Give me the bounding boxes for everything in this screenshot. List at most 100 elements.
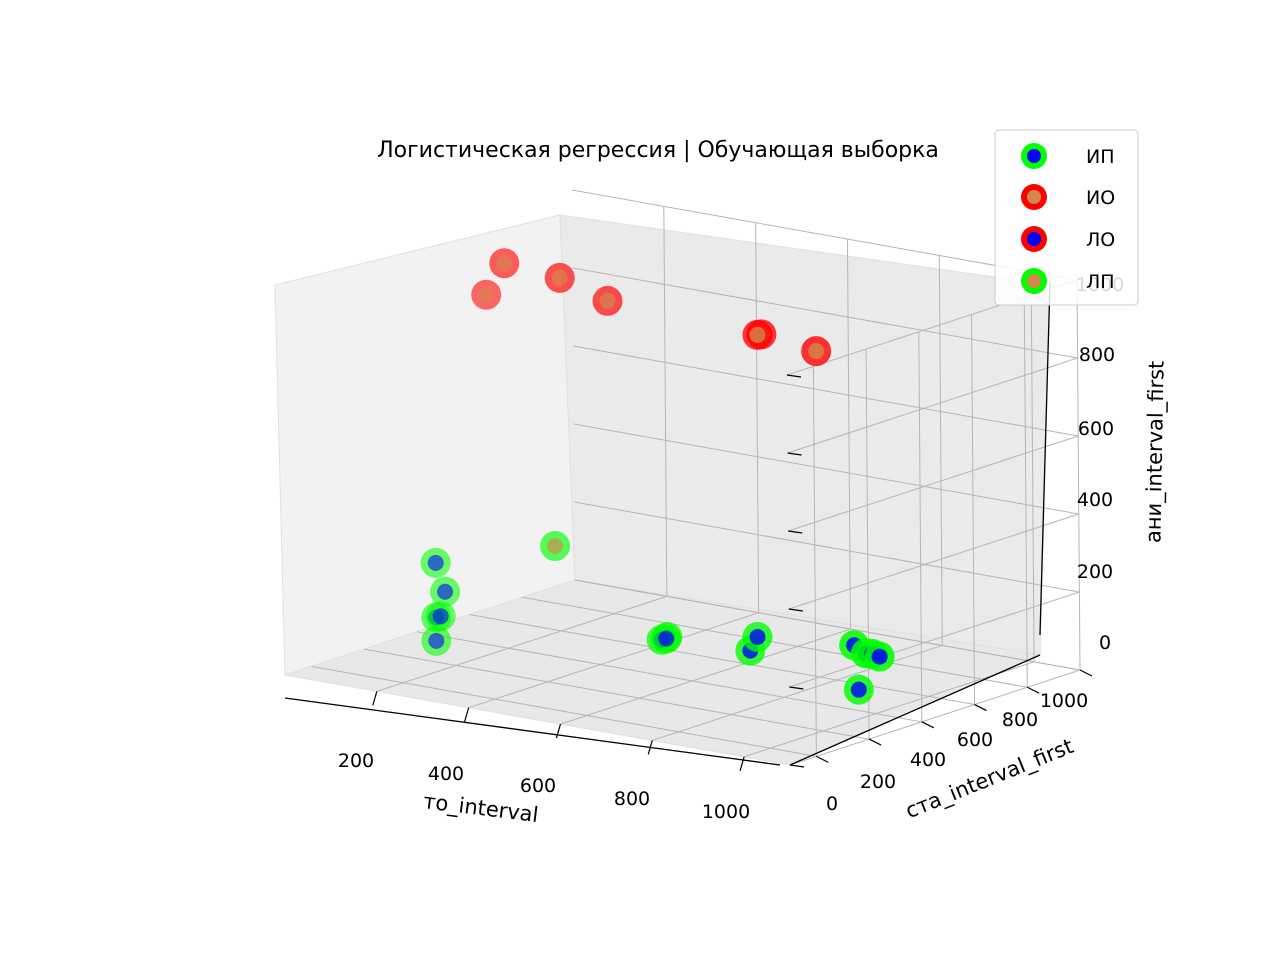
y-tick-mark bbox=[1027, 686, 1040, 694]
data-point bbox=[428, 632, 445, 649]
legend-marker-dot bbox=[1027, 274, 1041, 288]
data-point bbox=[547, 537, 564, 554]
legend-box bbox=[994, 129, 1139, 306]
grid-line bbox=[1030, 271, 1035, 662]
y-tick-mark bbox=[816, 755, 829, 763]
chart-title: Логистическая регрессия | Обучающая выбо… bbox=[377, 138, 939, 163]
grid-line bbox=[918, 331, 923, 722]
z-tick-label: 800 bbox=[1079, 344, 1115, 366]
grid-line bbox=[573, 423, 1079, 515]
grid-line bbox=[416, 631, 922, 723]
grid-line bbox=[574, 579, 1081, 671]
x-tick-label: 800 bbox=[614, 788, 650, 810]
y-axis-line bbox=[789, 654, 1041, 766]
x-tick-mark bbox=[555, 723, 562, 739]
data-point bbox=[478, 286, 495, 303]
legend-marker-dot bbox=[1027, 232, 1041, 246]
grid-line bbox=[971, 314, 976, 705]
legend-entry: ИП bbox=[1021, 143, 1115, 169]
grid-line bbox=[311, 665, 817, 757]
grid-line bbox=[789, 669, 1081, 766]
z-tick-mark bbox=[788, 608, 803, 612]
y-tick-label: 800 bbox=[1002, 709, 1038, 731]
legend-entry: ИО bbox=[1021, 184, 1115, 210]
grid-line bbox=[376, 595, 667, 692]
grid-line bbox=[364, 648, 870, 740]
grid-line bbox=[789, 591, 1080, 688]
x-tick-label: 200 bbox=[338, 750, 374, 772]
grid-line bbox=[938, 255, 943, 646]
y-tick-mark bbox=[868, 738, 882, 746]
grid-line bbox=[574, 501, 1080, 593]
grid-lines bbox=[311, 189, 1081, 766]
x-tick-mark bbox=[647, 740, 653, 755]
grid-line bbox=[1076, 279, 1081, 671]
data-point bbox=[432, 608, 449, 625]
axes-panes bbox=[274, 214, 1051, 766]
grid-line bbox=[572, 267, 1078, 359]
x-tick-mark bbox=[739, 756, 745, 771]
legend: ИП ИО ЛО ЛП bbox=[994, 129, 1139, 306]
legend-entry: ЛО bbox=[1021, 226, 1115, 252]
z-tick-label: 200 bbox=[1077, 561, 1113, 583]
data-point bbox=[658, 630, 675, 647]
y-tick-label: 0 bbox=[826, 793, 838, 815]
data-point bbox=[808, 343, 825, 360]
grid-line bbox=[755, 222, 760, 613]
data-point bbox=[749, 628, 766, 645]
x-tick-mark bbox=[464, 707, 470, 722]
data-point bbox=[599, 292, 616, 309]
grid-line bbox=[865, 349, 870, 740]
z-tick-mark bbox=[787, 452, 802, 456]
y-tick-mark bbox=[1079, 669, 1093, 677]
x-tick-label: 400 bbox=[428, 763, 464, 785]
data-point bbox=[749, 326, 766, 343]
legend-entry: ЛП bbox=[1021, 268, 1115, 294]
legend-marker-dot bbox=[1027, 190, 1041, 204]
z-tick-label: 0 bbox=[1099, 632, 1111, 654]
grid-line bbox=[846, 239, 851, 630]
data-point bbox=[871, 648, 888, 665]
z-tick-mark bbox=[786, 374, 802, 378]
grid-line bbox=[560, 628, 851, 725]
y-tick-label: 1000 bbox=[1040, 690, 1088, 712]
grid-line bbox=[1023, 297, 1028, 688]
grid-line bbox=[522, 596, 1028, 688]
data-point bbox=[427, 554, 444, 571]
y-tick-mark bbox=[974, 704, 987, 712]
y-tick-label: 600 bbox=[957, 729, 993, 751]
grid-line bbox=[787, 357, 1078, 454]
legend-label: ЛО bbox=[1086, 229, 1115, 251]
legend-label: ЛП bbox=[1086, 271, 1115, 293]
z-tick-label: 400 bbox=[1077, 489, 1113, 511]
grid-line bbox=[663, 206, 668, 597]
data-point bbox=[850, 681, 867, 698]
z-tick-mark bbox=[788, 530, 803, 534]
grid-line bbox=[573, 345, 1079, 437]
grid-line bbox=[788, 513, 1079, 610]
y-tick-label: 400 bbox=[910, 749, 946, 771]
legend-marker-dot bbox=[1027, 149, 1041, 163]
data-point bbox=[437, 583, 454, 600]
tick-marks bbox=[372, 374, 1093, 771]
x-tick-label: 600 bbox=[520, 775, 556, 797]
z-axis-label: ани_interval_first bbox=[1141, 361, 1169, 544]
z-tick-mark bbox=[789, 764, 805, 768]
z-tick-label: 600 bbox=[1078, 418, 1114, 440]
x-axis-line bbox=[284, 697, 781, 766]
data-point bbox=[551, 269, 568, 286]
data-point bbox=[496, 255, 513, 272]
grid-line bbox=[812, 366, 817, 757]
x-tick-label: 1000 bbox=[702, 801, 750, 823]
grid-line bbox=[468, 612, 759, 709]
grid-line bbox=[571, 189, 1078, 281]
grid-line bbox=[469, 614, 975, 706]
legend-label: ИО bbox=[1086, 187, 1115, 209]
grid-line bbox=[652, 644, 943, 741]
legend-label: ИП bbox=[1086, 146, 1115, 168]
z-tick-mark bbox=[789, 686, 804, 690]
y-tick-label: 200 bbox=[860, 771, 896, 793]
data-points bbox=[420, 248, 895, 705]
x-tick-mark bbox=[372, 691, 378, 706]
